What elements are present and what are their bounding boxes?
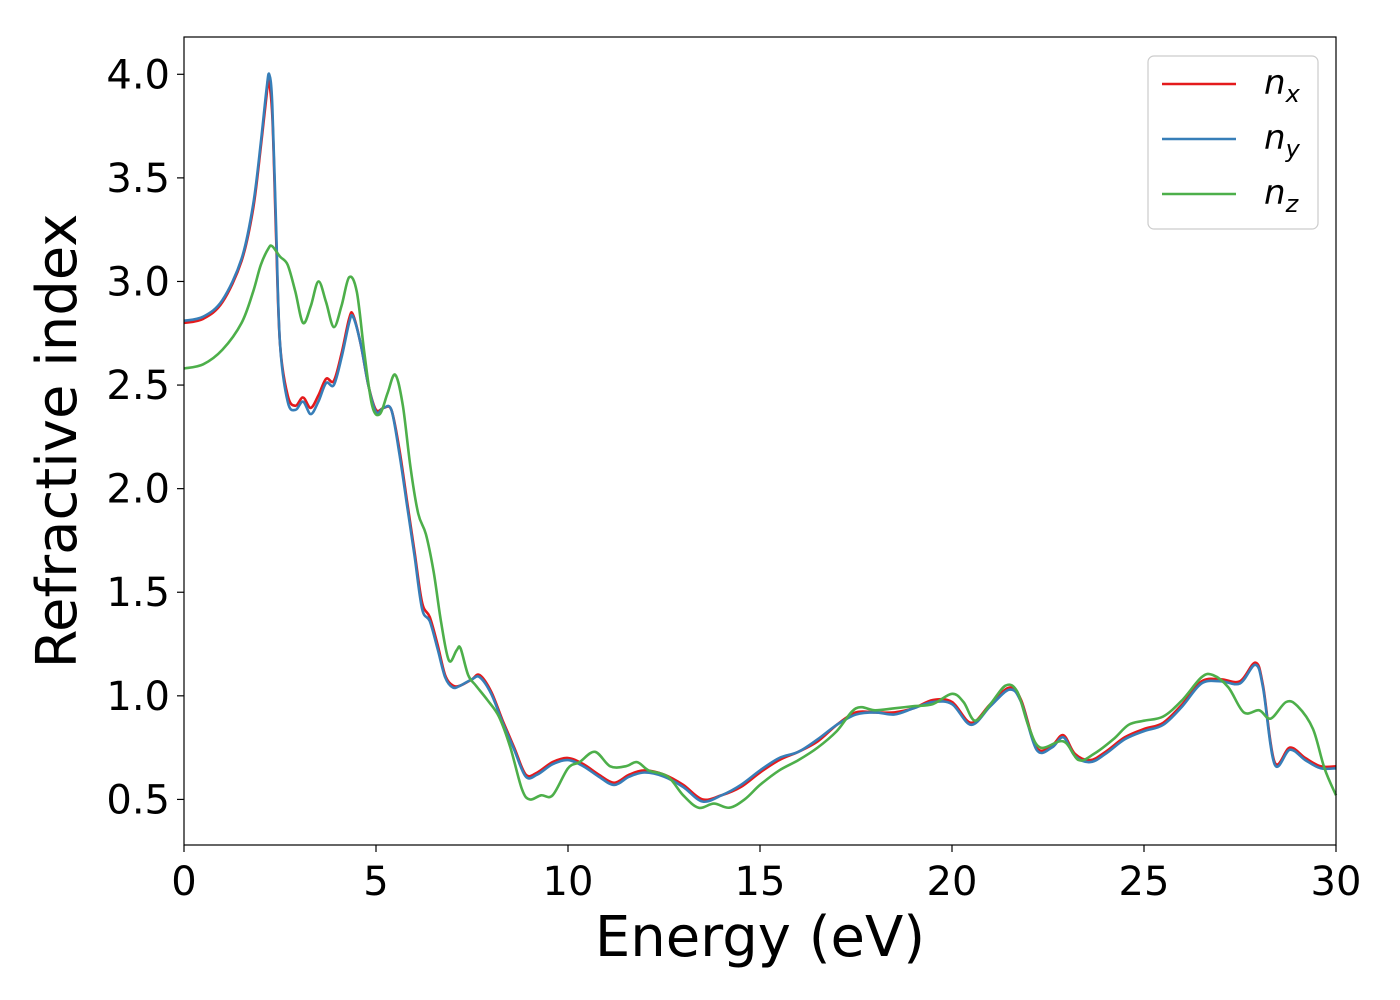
series-line-z <box>183 244 1338 810</box>
x-axis-ticks: 0 5 10 15 20 25 30 <box>171 845 1361 905</box>
y-tick-label: 4.0 <box>106 52 170 98</box>
series-line-y <box>183 72 1337 804</box>
y-tick-label: 2.0 <box>106 467 170 513</box>
x-tick-label: 25 <box>1119 859 1170 905</box>
legend-box <box>1147 55 1319 230</box>
x-tick-label: 15 <box>735 859 786 905</box>
x-tick-label: 30 <box>1311 859 1362 905</box>
series-layer <box>183 72 1338 810</box>
y-tick-label: 3.0 <box>106 259 170 305</box>
x-axis-title: Energy (eV) <box>595 905 925 970</box>
x-tick-label: 20 <box>927 859 978 905</box>
y-tick-label: 0.5 <box>106 777 170 823</box>
x-tick-label: 0 <box>171 859 196 905</box>
y-tick-label: 1.0 <box>106 674 170 720</box>
x-tick-label: 10 <box>543 859 594 905</box>
y-tick-label: 3.5 <box>106 156 170 202</box>
y-tick-label: 1.5 <box>106 570 170 616</box>
y-axis-title: Refractive index <box>25 214 90 669</box>
y-axis-ticks: 0.5 1.0 1.5 2.0 2.5 3.0 3.5 4.0 <box>106 52 184 823</box>
x-tick-label: 5 <box>363 859 388 905</box>
y-tick-label: 2.5 <box>106 363 170 409</box>
